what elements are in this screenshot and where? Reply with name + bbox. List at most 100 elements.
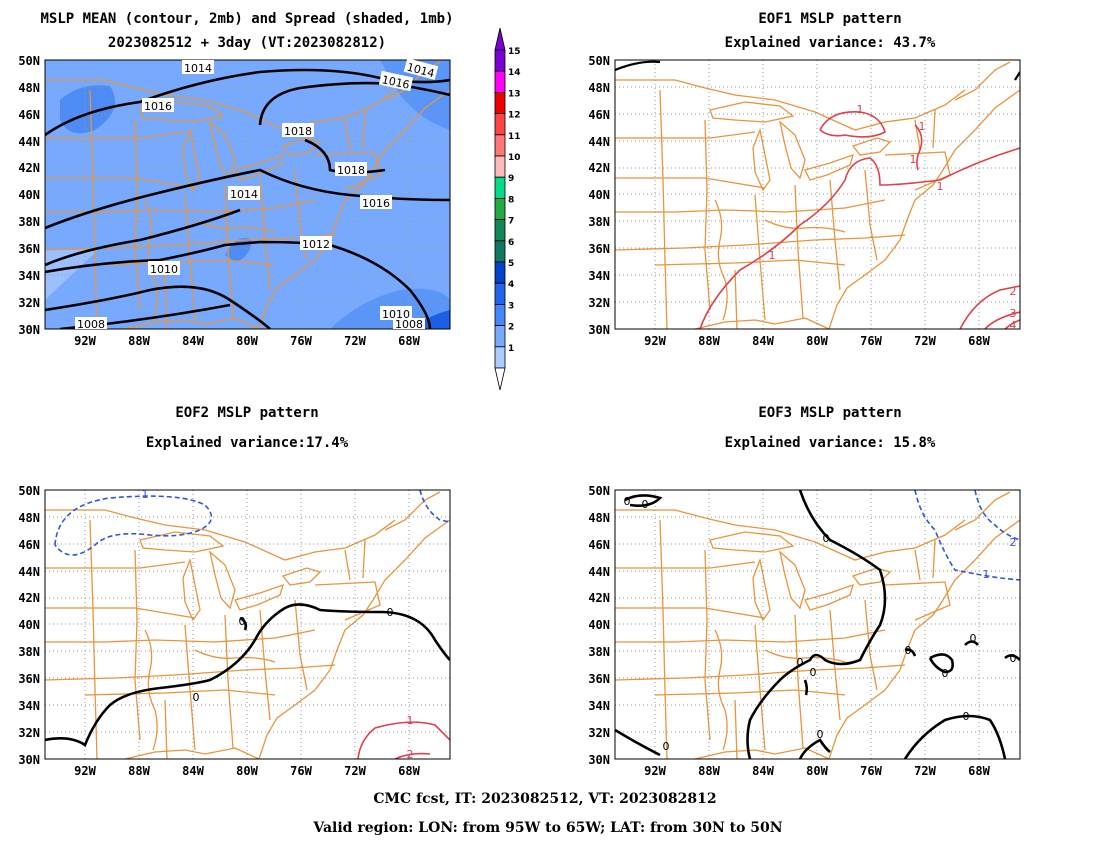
- svg-text:84W: 84W: [752, 764, 774, 778]
- svg-text:34N: 34N: [18, 699, 40, 713]
- svg-text:30N: 30N: [18, 753, 40, 767]
- panel3-subtitle: Explained variance:17.4%: [146, 435, 349, 451]
- svg-text:30N: 30N: [588, 323, 610, 337]
- panel2-frame: [614, 59, 1021, 330]
- svg-text:1: 1: [857, 103, 864, 116]
- svg-text:1: 1: [937, 180, 944, 193]
- svg-text:2: 2: [407, 748, 414, 761]
- svg-text:72W: 72W: [914, 334, 936, 348]
- colorbar-tick-label: 1: [508, 344, 514, 354]
- svg-text:0: 0: [942, 667, 949, 680]
- svg-text:0: 0: [823, 532, 830, 545]
- panel3-lon-ticks: 92W 88W 84W 80W 76W 72W 68W: [74, 764, 420, 778]
- svg-text:1014: 1014: [230, 188, 258, 201]
- svg-text:84W: 84W: [182, 764, 204, 778]
- svg-text:46N: 46N: [588, 108, 610, 122]
- colorbar-swatch: [494, 219, 506, 242]
- svg-text:34N: 34N: [18, 269, 40, 283]
- svg-text:36N: 36N: [588, 672, 610, 686]
- panel-eof3: EOF3 MSLP pattern Explained variance: 15…: [588, 405, 1021, 778]
- colorbar-tick-label: 9: [508, 174, 514, 184]
- svg-text:92W: 92W: [644, 334, 666, 348]
- svg-text:50N: 50N: [588, 484, 610, 498]
- svg-text:38N: 38N: [588, 645, 610, 659]
- panel4-subtitle: Explained variance: 15.8%: [725, 435, 936, 451]
- colorbar-swatch: [494, 240, 506, 263]
- svg-text:0: 0: [963, 710, 970, 723]
- svg-text:34N: 34N: [588, 699, 610, 713]
- colorbar-tick-label: 6: [508, 238, 514, 248]
- svg-text:88W: 88W: [698, 334, 720, 348]
- colorbar-tick-label: 2: [508, 323, 514, 333]
- svg-text:92W: 92W: [74, 334, 96, 348]
- panel4-title: EOF3 MSLP pattern: [758, 405, 901, 421]
- svg-text:0: 0: [663, 740, 670, 753]
- svg-text:80W: 80W: [806, 764, 828, 778]
- svg-text:38N: 38N: [588, 215, 610, 229]
- svg-text:0: 0: [642, 498, 649, 511]
- panel2-subtitle: Explained variance: 43.7%: [725, 35, 936, 51]
- colorbar-swatch: [494, 261, 506, 284]
- colorbar-top-arrow: [494, 27, 506, 51]
- panel4-lon-ticks: 92W 88W 84W 80W 76W 72W 68W: [644, 764, 990, 778]
- colorbar-swatch: [494, 176, 506, 199]
- colorbar-swatch: [494, 282, 506, 305]
- svg-text:40N: 40N: [588, 188, 610, 202]
- colorbar-swatch: [494, 303, 506, 326]
- panel2-lon-ticks: 92W 88W 84W 80W 76W 72W 68W: [644, 334, 990, 348]
- svg-text:1010: 1010: [382, 308, 410, 321]
- svg-text:72W: 72W: [344, 334, 366, 348]
- panel3-frame: [44, 489, 451, 760]
- svg-text:2: 2: [1010, 536, 1017, 549]
- svg-text:0: 0: [387, 606, 394, 619]
- svg-text:0: 0: [193, 691, 200, 704]
- svg-text:40N: 40N: [18, 188, 40, 202]
- svg-text:1010: 1010: [150, 263, 178, 276]
- svg-text:1018: 1018: [337, 164, 365, 177]
- svg-text:34N: 34N: [588, 269, 610, 283]
- svg-text:44N: 44N: [18, 135, 40, 149]
- svg-text:0: 0: [1010, 652, 1017, 665]
- panel-mslp-mean: MSLP MEAN (contour, 2mb) and Spread (sha…: [18, 11, 453, 348]
- svg-text:38N: 38N: [18, 645, 40, 659]
- svg-text:1: 1: [407, 714, 414, 727]
- colorbar-swatch: [494, 346, 506, 369]
- colorbar-tick-label: 12: [508, 111, 521, 121]
- svg-text:46N: 46N: [18, 108, 40, 122]
- colorbar-swatch: [494, 134, 506, 157]
- svg-text:42N: 42N: [18, 161, 40, 175]
- svg-text:1016: 1016: [381, 73, 411, 92]
- colorbar-swatch: [494, 92, 506, 115]
- svg-text:2: 2: [1010, 285, 1017, 298]
- colorbar-tick-label: 14: [508, 68, 521, 78]
- svg-text:32N: 32N: [588, 296, 610, 310]
- svg-text:80W: 80W: [806, 334, 828, 348]
- svg-text:50N: 50N: [588, 54, 610, 68]
- svg-text:44N: 44N: [18, 565, 40, 579]
- svg-text:76W: 76W: [860, 764, 882, 778]
- colorbar-tick-label: 3: [508, 301, 514, 311]
- svg-text:88W: 88W: [128, 334, 150, 348]
- svg-text:48N: 48N: [18, 81, 40, 95]
- svg-text:38N: 38N: [18, 215, 40, 229]
- svg-text:40N: 40N: [588, 618, 610, 632]
- panel4-frame: [614, 489, 1021, 760]
- svg-text:0: 0: [239, 615, 246, 628]
- colorbar-bottom-arrow: [494, 367, 506, 391]
- svg-text:30N: 30N: [588, 753, 610, 767]
- svg-text:88W: 88W: [128, 764, 150, 778]
- colorbar-tick-label: 11: [508, 132, 521, 142]
- panel1-lon-ticks: 92W 88W 84W 80W 76W 72W 68W: [74, 334, 420, 348]
- svg-text:76W: 76W: [860, 334, 882, 348]
- eof2-zero-contours: [45, 603, 450, 747]
- svg-text:44N: 44N: [588, 565, 610, 579]
- svg-text:1: 1: [910, 153, 917, 166]
- colorbar-swatch: [494, 155, 506, 178]
- colorbar-tick-label: 4: [508, 280, 514, 290]
- svg-text:36N: 36N: [18, 242, 40, 256]
- mslp-contour-labels: 1014 1014 1016 1016 1018 1018 1014 1016 …: [75, 58, 439, 331]
- svg-text:68W: 68W: [398, 764, 420, 778]
- svg-text:84W: 84W: [752, 334, 774, 348]
- svg-text:84W: 84W: [182, 334, 204, 348]
